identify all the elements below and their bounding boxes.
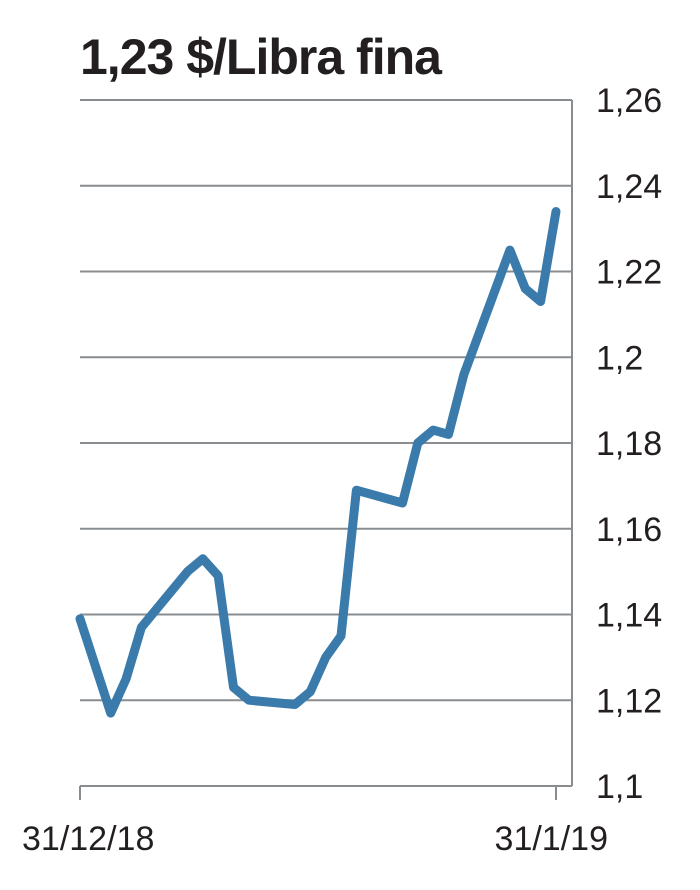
x-tick-label-end: 31/1/19 xyxy=(495,820,608,858)
series-line xyxy=(75,207,561,718)
y-tick-label: 1,14 xyxy=(596,597,662,635)
grid-lines xyxy=(80,99,572,702)
y-tick-label: 1,26 xyxy=(596,82,662,120)
chart-title: 1,23 $/Libra fina xyxy=(80,29,442,85)
y-tick-label: 1,22 xyxy=(596,254,662,292)
y-tick-label: 1,2 xyxy=(596,339,643,377)
y-tick-labels: 1,1 1,12 1,14 1,16 1,18 1,2 1,22 1,24 1,26 xyxy=(596,82,662,806)
y-tick-label: 1,24 xyxy=(596,168,662,206)
y-tick-label: 1,12 xyxy=(596,682,662,720)
x-tick-labels: 31/12/18 31/1/19 xyxy=(22,820,608,858)
series-group xyxy=(75,207,561,718)
y-tick-label: 1,16 xyxy=(596,511,662,549)
y-tick-label: 1,1 xyxy=(596,768,643,806)
x-tick-label-start: 31/12/18 xyxy=(22,820,154,858)
y-tick-label: 1,18 xyxy=(596,425,662,463)
axes xyxy=(79,100,573,800)
